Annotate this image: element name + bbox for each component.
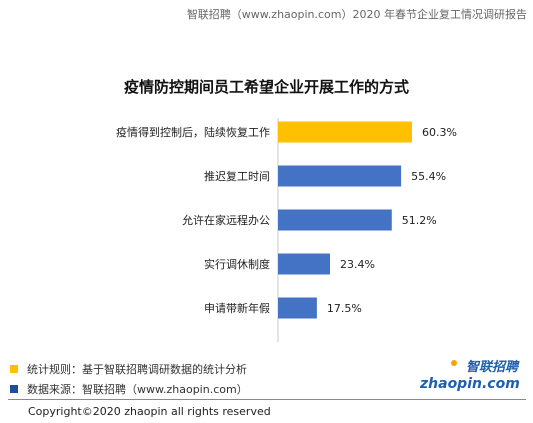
category-label: 实行调休制度 xyxy=(204,257,270,271)
legend-rule-swatch xyxy=(10,365,18,373)
data-label: 17.5% xyxy=(327,302,362,315)
logo-top-text: 智联招聘 xyxy=(466,359,520,375)
category-label: 推迟复工时间 xyxy=(204,169,270,183)
bar-chart: 疫情得到控制后，陆续恢复工作 60.3% 推迟复工时间 55.4% 允许在家远程办公 51… xyxy=(116,118,457,342)
logo-dot-icon xyxy=(451,360,457,366)
data-label: 51.2% xyxy=(402,214,437,227)
logo-bottom-text: zhaopin.com xyxy=(419,376,520,392)
legend-source-swatch xyxy=(10,385,18,393)
bar xyxy=(278,297,317,319)
bar xyxy=(278,253,330,275)
bar xyxy=(278,165,402,187)
chart-title: 疫情防控期间员工希望企业开展工作的方式 xyxy=(123,78,409,96)
legend-source-text: 数据来源：智联招聘（www.zhaopin.com） xyxy=(27,383,248,396)
report-header: 智联招聘（www.zhaopin.com）2020 年春节企业复工情况调研报告 xyxy=(186,8,527,21)
legend-rule-text: 统计规则：基于智联招聘调研数据的统计分析 xyxy=(27,363,247,376)
footer-divider xyxy=(8,399,526,400)
legend-source: 数据来源：智联招聘（www.zhaopin.com） xyxy=(10,381,248,397)
category-label: 允许在家远程办公 xyxy=(182,213,270,227)
zhaopin-logo: 智联招聘 zhaopin.com xyxy=(419,359,520,392)
data-label: 23.4% xyxy=(340,258,375,271)
data-label: 60.3% xyxy=(422,126,457,139)
bar xyxy=(278,209,392,231)
copyright: Copyright©2020 zhaopin all rights reserv… xyxy=(28,405,271,418)
data-label: 55.4% xyxy=(411,170,446,183)
legend-rule: 统计规则：基于智联招聘调研数据的统计分析 xyxy=(10,361,247,377)
category-label: 申请带新年假 xyxy=(204,301,270,315)
bar xyxy=(278,121,412,143)
category-label: 疫情得到控制后，陆续恢复工作 xyxy=(116,125,270,139)
